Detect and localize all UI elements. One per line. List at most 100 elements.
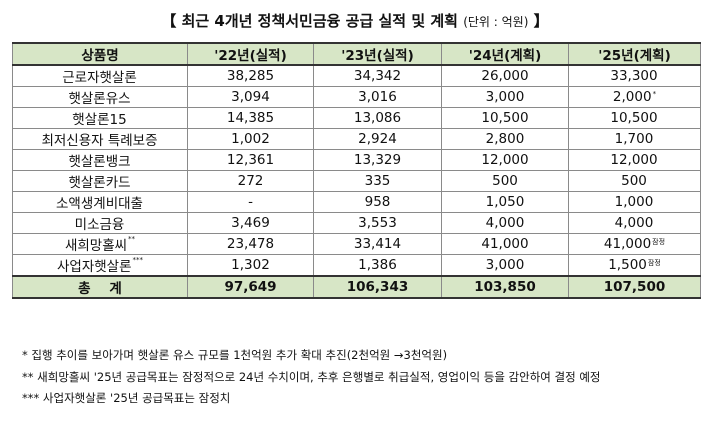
value-y25: 33,300 — [610, 68, 658, 84]
value-y25: 41,000 — [603, 236, 652, 252]
product-name: 햇살론15 — [72, 112, 127, 128]
footnote-2: ** 새희망홀씨 '25년 공급목표는 잠정적으로 24년 수치이며, 추후 은… — [22, 369, 601, 384]
product-name: 소액생계비대출 — [56, 196, 143, 212]
total-y22: 97,649 — [187, 275, 314, 299]
product-name: 근로자햇살론 — [62, 70, 137, 86]
value-y23: 958 — [313, 191, 442, 213]
table-row: 소액생계비대출 -958 1,050 1,000 — [12, 191, 701, 213]
value-y24: 500 — [441, 170, 569, 192]
value-y23: 3,553 — [313, 212, 442, 234]
value-y25-cell: 1,000 — [568, 191, 701, 213]
value-y22: 23,478 — [187, 233, 314, 255]
product-name-cell: 햇살론15 — [12, 107, 188, 129]
product-name-cell: 햇살론유스 — [12, 86, 188, 108]
product-name: 햇살론유스 — [68, 91, 131, 107]
value-y22: 12,361 — [187, 149, 314, 171]
value-y25-cell: 41,000잠정 — [568, 233, 701, 255]
title-text: 【 최근 4개년 정책서민금융 공급 실적 및 계획 — [161, 12, 458, 30]
value-y25-cell: 2,000* — [568, 86, 701, 108]
value-y24: 1,050 — [441, 191, 569, 213]
y25-mark: 잠정 — [652, 238, 666, 246]
value-y23: 335 — [313, 170, 442, 192]
unit-label: (단위 : 억원) — [463, 15, 529, 29]
value-y24: 4,000 — [441, 212, 569, 234]
value-y22: - — [187, 191, 314, 213]
value-y24: 10,500 — [441, 107, 569, 129]
header-y25: '25년(계획) — [568, 42, 701, 66]
value-y25-cell: 1,500잠정 — [568, 254, 701, 277]
table-row: 햇살론뱅크 12,361 13,329 12,000 12,000 — [12, 149, 701, 171]
value-y25-cell: 33,300 — [568, 64, 701, 87]
value-y25: 2,000 — [612, 89, 652, 105]
value-y25-cell: 12,000 — [568, 149, 701, 171]
footnote-3: *** 사업자햇살론 '25년 공급목표는 잠정치 — [22, 391, 231, 405]
header-y22: '22년(실적) — [187, 42, 314, 66]
value-y22: 1,302 — [187, 254, 314, 277]
footnote-1: * 집행 추이를 보아가며 햇살론 유스 규모를 1천억원 추가 확대 추진(2… — [22, 348, 448, 362]
value-y22: 272 — [187, 170, 314, 192]
header-y24: '24년(계획) — [441, 42, 569, 66]
value-y22: 38,285 — [187, 64, 314, 87]
product-name-cell: 햇살론뱅크 — [12, 149, 188, 171]
value-y23: 13,086 — [313, 107, 442, 129]
product-name: 미소금융 — [74, 217, 125, 233]
value-y24: 3,000 — [441, 86, 569, 108]
table-row: 햇살론15 14,385 13,086 10,500 10,500 — [12, 107, 701, 129]
y25-mark: * — [652, 90, 657, 98]
table-row: 햇살론유스 3,094 3,016 3,000 2,000* — [12, 86, 701, 108]
value-y22: 3,469 — [187, 212, 314, 234]
product-name: 새희망홀씨 — [64, 238, 128, 254]
value-y22: 3,094 — [187, 86, 314, 108]
value-y23: 1,386 — [313, 254, 442, 277]
total-row: 총 계 97,649 106,343 103,850 107,500 — [12, 275, 701, 299]
value-y23: 33,414 — [313, 233, 442, 255]
value-y25-cell: 10,500 — [568, 107, 701, 129]
total-y25: 107,500 — [568, 275, 701, 299]
total-y23: 106,343 — [313, 275, 442, 299]
total-y24: 103,850 — [441, 275, 569, 299]
value-y23: 13,329 — [313, 149, 442, 171]
table-row: 햇살론카드 272 335 500 500 — [12, 170, 701, 192]
product-name: 최저신용자 특례보증 — [41, 133, 158, 149]
value-y25: 12,000 — [610, 152, 658, 168]
value-y25: 10,500 — [610, 110, 658, 126]
value-y25: 500 — [621, 173, 647, 189]
value-y22: 14,385 — [187, 107, 314, 129]
table-header-row: 상품명 '22년(실적) '23년(실적) '24년(계획) '25년(계획) — [12, 42, 701, 66]
page-title: 【 최근 4개년 정책서민금융 공급 실적 및 계획 (단위 : 억원) 】 — [0, 10, 710, 31]
value-y24: 12,000 — [441, 149, 569, 171]
product-name-cell: 사업자햇살론*** — [12, 254, 188, 277]
y25-mark: 잠정 — [647, 259, 661, 267]
footnote-mark: *** — [132, 256, 144, 264]
total-label: 총 계 — [12, 275, 188, 299]
title-bracket: 】 — [533, 12, 549, 30]
value-y24: 26,000 — [441, 64, 569, 87]
footnote-mark: ** — [128, 235, 136, 243]
value-y23: 34,342 — [313, 64, 442, 87]
value-y23: 3,016 — [313, 86, 442, 108]
header-product: 상품명 — [12, 42, 188, 66]
product-name-cell: 새희망홀씨** — [12, 233, 188, 255]
value-y24: 3,000 — [441, 254, 569, 277]
product-name: 햇살론뱅크 — [68, 154, 131, 170]
value-y24: 2,800 — [441, 128, 569, 150]
product-name: 사업자햇살론 — [56, 259, 132, 275]
product-name-cell: 미소금융 — [12, 212, 188, 234]
footnotes: * 집행 추이를 보아가며 햇살론 유스 규모를 1천억원 추가 확대 추진(2… — [22, 345, 601, 410]
value-y25: 1,500 — [608, 257, 647, 273]
value-y22: 1,002 — [187, 128, 314, 150]
value-y25: 1,000 — [614, 194, 654, 210]
table-row: 근로자햇살론 38,285 34,342 26,000 33,300 — [12, 64, 701, 87]
table-row: 미소금융 3,469 3,553 4,000 4,000 — [12, 212, 701, 234]
value-y25: 1,700 — [614, 131, 654, 147]
table-row: 사업자햇살론*** 1,302 1,386 3,000 1,500잠정 — [12, 254, 701, 277]
value-y25-cell: 500 — [568, 170, 701, 192]
value-y23: 2,924 — [313, 128, 442, 150]
product-name-cell: 근로자햇살론 — [12, 64, 188, 87]
product-name: 햇살론카드 — [68, 175, 131, 191]
value-y25: 4,000 — [614, 215, 654, 231]
header-y23: '23년(실적) — [313, 42, 442, 66]
product-name-cell: 햇살론카드 — [12, 170, 188, 192]
value-y24: 41,000 — [441, 233, 569, 255]
table-row: 새희망홀씨** 23,478 33,414 41,000 41,000잠정 — [12, 233, 701, 255]
